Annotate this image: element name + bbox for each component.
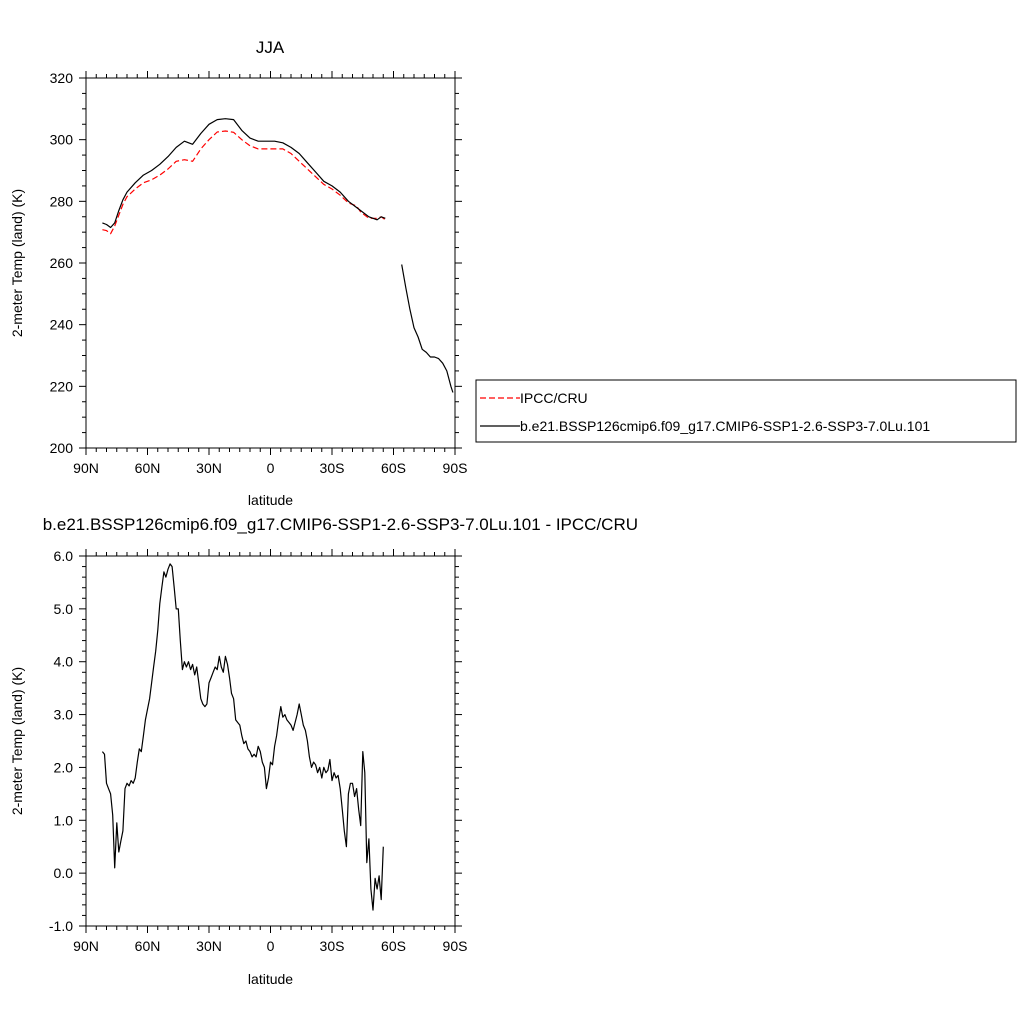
x-tick-label: 30S (320, 938, 345, 954)
y-tick-label: 280 (50, 193, 74, 209)
series-line-1 (101, 563, 384, 911)
y-tick-label: 6.0 (54, 548, 74, 564)
x-tick-label: 90N (73, 938, 99, 954)
y-tick-label: 320 (50, 70, 74, 86)
chart-title: JJA (256, 38, 285, 57)
y-tick-label: 1.0 (54, 812, 74, 828)
y-tick-label: 2.0 (54, 759, 74, 775)
y-tick-label: -1.0 (49, 918, 73, 934)
plot-frame (85, 77, 456, 449)
x-tick-label: 60S (381, 938, 406, 954)
x-axis-label: latitude (248, 971, 293, 987)
x-tick-label: 60N (135, 460, 161, 476)
x-tick-label: 0 (267, 460, 275, 476)
y-axis-label: 2-meter Temp (land) (K) (9, 189, 25, 337)
series-line-3 (401, 264, 454, 393)
y-axis-label: 2-meter Temp (land) (K) (9, 667, 25, 815)
y-tick-label: 240 (50, 317, 74, 333)
y-tick-label: 220 (50, 378, 74, 394)
legend-label: IPCC/CRU (520, 390, 588, 406)
y-tick-label: 200 (50, 440, 74, 456)
chart-panel-1: JJA 90N 60N 30N 0 30S 60S 90S 200 220 240 260 280 300… (9, 38, 1017, 508)
chart-panel-2: b.e21.BSSP126cmip6.f09_g17.CMIP6-SSP1-2.… (9, 515, 638, 987)
legend: IPCC/CRU b.e21.BSSP126cmip6.f09_g17.CMIP6… (475, 379, 1017, 443)
x-tick-label: 30N (196, 938, 222, 954)
x-tick-label: 0 (267, 938, 275, 954)
x-tick-label: 60S (381, 460, 406, 476)
x-tick-label: 30N (196, 460, 222, 476)
y-tick-label: 3.0 (54, 707, 74, 723)
x-axis-label: latitude (248, 492, 293, 508)
legend-box (475, 379, 1017, 443)
y-tick-label: 5.0 (54, 601, 74, 617)
series-line-1 (102, 130, 386, 235)
plot-frame (85, 555, 456, 927)
y-tick-label: 260 (50, 255, 74, 271)
x-tick-label: 30S (320, 460, 345, 476)
x-tick-label: 90S (443, 460, 468, 476)
x-tick-label: 90N (73, 460, 99, 476)
y-tick-label: 4.0 (54, 654, 74, 670)
y-tick-label: 300 (50, 132, 74, 148)
x-tick-label: 60N (135, 938, 161, 954)
y-tick-label: 0.0 (54, 865, 74, 881)
x-tick-label: 90S (443, 938, 468, 954)
legend-label: b.e21.BSSP126cmip6.f09_g17.CMIP6-SSP1-2.… (520, 418, 930, 434)
series-line-2 (102, 118, 386, 229)
chart-title: b.e21.BSSP126cmip6.f09_g17.CMIP6-SSP1-2.… (43, 515, 638, 534)
